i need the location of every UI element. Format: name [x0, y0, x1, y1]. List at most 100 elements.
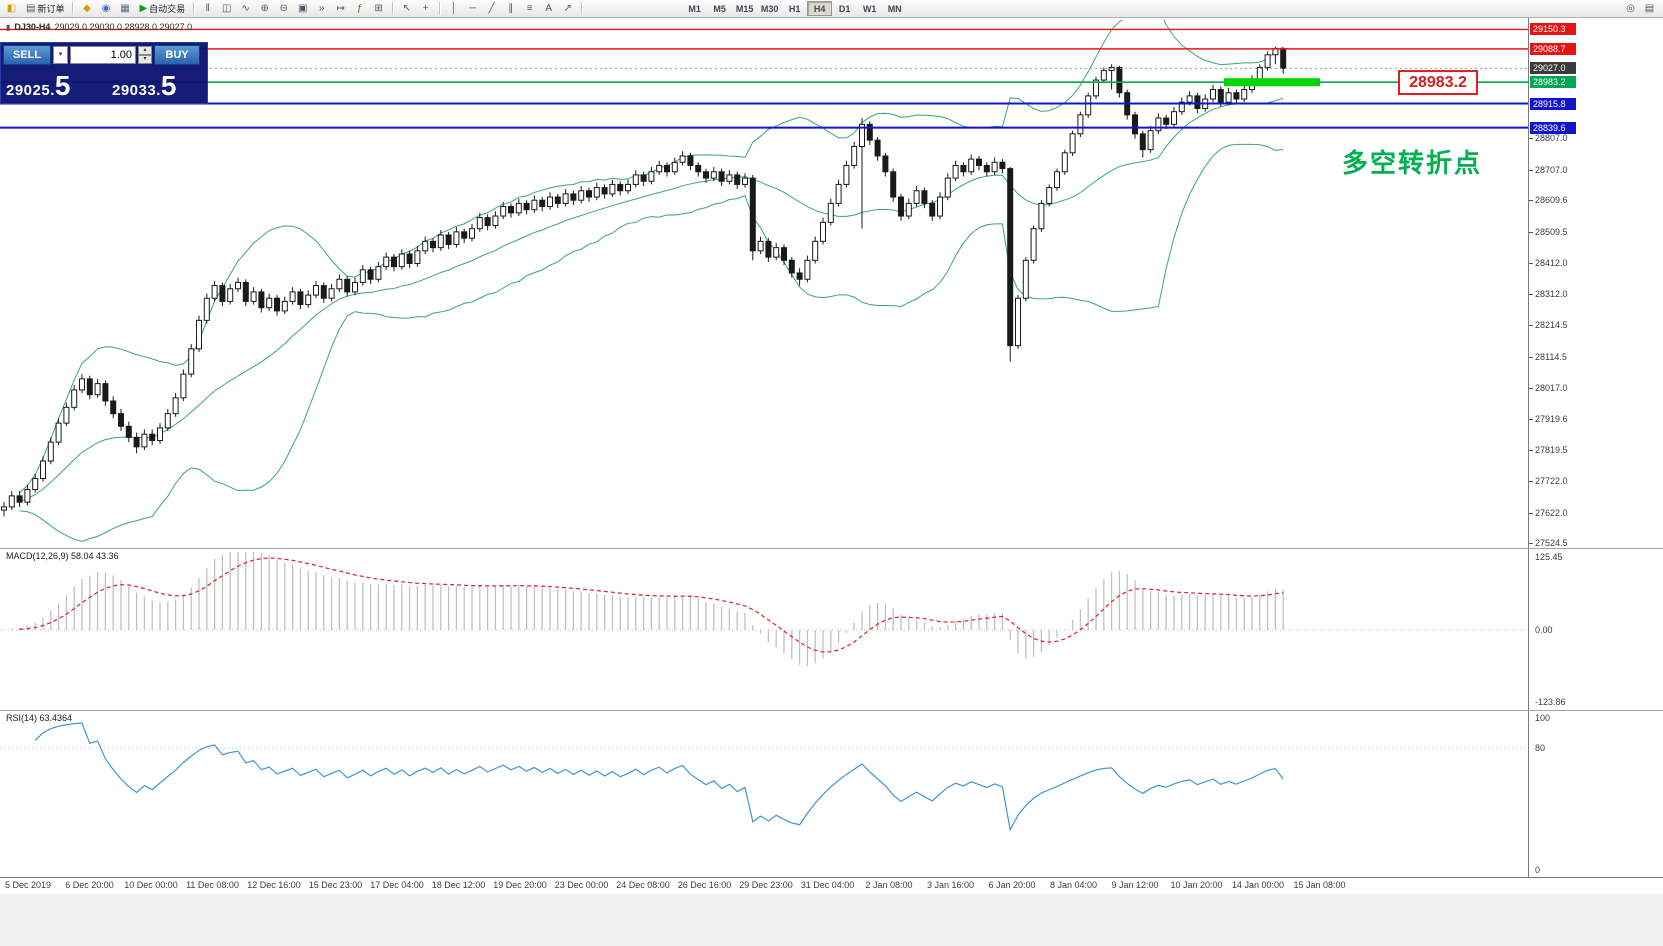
cursor-icon[interactable]: ↖ — [397, 1, 416, 17]
time-tick-label: 31 Dec 04:00 — [800, 880, 855, 890]
time-tick-label: 29 Dec 23:00 — [739, 880, 793, 890]
crosshair-icon: + — [422, 2, 429, 14]
highlight-bar-annotation[interactable] — [1224, 78, 1320, 87]
volume-up-icon[interactable]: ▴ — [138, 46, 152, 55]
fibonacci-icon[interactable]: ≡ — [520, 1, 539, 17]
sell-button[interactable]: SELL — [3, 45, 51, 65]
symbol-name: DJ30-H4 — [14, 22, 51, 32]
auto-scroll-icon[interactable]: » — [312, 1, 331, 17]
rsi-label: RSI(14) 63.4364 — [6, 713, 73, 723]
sell-price-big-digit: 5 — [54, 70, 71, 101]
price-tick-label: 27722.0 — [1535, 475, 1568, 486]
time-tick-label: 6 Dec 20:00 — [65, 880, 114, 890]
volume-input[interactable] — [70, 46, 136, 64]
buy-price-prefix: 29033. — [112, 82, 161, 99]
text-icon[interactable]: A — [539, 1, 558, 17]
buy-price: 29033. 5 — [112, 72, 176, 100]
time-tick-label: 14 Jan 00:00 — [1231, 880, 1285, 890]
horizontal-line-icon[interactable]: ─ — [463, 1, 482, 17]
time-tick-label: 11 Dec 08:00 — [186, 880, 239, 890]
market-watch-icon: ◆ — [83, 2, 91, 14]
time-tick-label: 26 Dec 16:00 — [677, 880, 732, 890]
price-level-label: 28915.8 — [1530, 97, 1576, 110]
timeframe-mn-button[interactable]: MN — [882, 1, 907, 16]
rsi-scale-label: 100 — [1535, 713, 1551, 723]
chart-shift-icon: ↦ — [336, 2, 345, 14]
chart-mini-icon: ▮ — [6, 22, 11, 32]
price-level-label: 29027.0 — [1530, 62, 1576, 75]
macd-layer — [0, 552, 1528, 666]
macd-scale-label: 125.45 — [1535, 551, 1563, 562]
time-tick-label: 10 Dec 00:00 — [124, 880, 178, 890]
panel-separator[interactable] — [0, 548, 1663, 549]
search-icon: ◎ — [1626, 3, 1635, 14]
auto-trading-button[interactable]: ▶ 自动交易 — [135, 1, 189, 17]
window-layout-icon[interactable]: ▤ — [1640, 1, 1659, 17]
buy-button[interactable]: BUY — [154, 45, 200, 65]
toolbar-separator — [193, 2, 195, 15]
indicators-icon[interactable]: ƒ — [350, 1, 369, 17]
price-level-label: 29088.7 — [1530, 42, 1576, 55]
timeframe-w1-button[interactable]: W1 — [857, 1, 882, 16]
data-window-icon[interactable]: ◉ — [96, 1, 115, 17]
price-tick-label: 28609.6 — [1535, 195, 1568, 206]
timeframe-h1-button[interactable]: H1 — [782, 1, 807, 16]
search-icon[interactable]: ◎ — [1621, 1, 1640, 17]
toolbar-separator — [392, 2, 394, 15]
new-order-button[interactable]: ▤ 新订单 — [22, 1, 68, 17]
grid-icon[interactable]: ⊞ — [369, 1, 388, 17]
price-level-label: 28983.2 — [1530, 76, 1576, 89]
price-tick-mark — [1529, 450, 1533, 452]
panel-separator[interactable] — [0, 710, 1663, 711]
bar-chart-icon[interactable]: ‖ — [198, 1, 217, 17]
time-tick-label: 6 Jan 20:00 — [988, 880, 1036, 890]
timeframe-h4-button[interactable]: H4 — [807, 1, 833, 16]
line-chart-icon[interactable]: ∿ — [236, 1, 255, 17]
zoom-out-icon[interactable]: ⊖ — [274, 1, 293, 17]
price-tick-label: 28214.5 — [1535, 320, 1568, 331]
chart-title: ▮ DJ30-H4 29029.0 29030.0 28928.0 29027.… — [6, 22, 192, 32]
app-icon[interactable]: ◧ — [2, 1, 21, 17]
time-tick-label: 8 Jan 04:00 — [1049, 880, 1098, 890]
cursor-icon: ↖ — [402, 2, 411, 14]
tile-windows-icon[interactable]: ▣ — [293, 1, 312, 17]
price-tick-mark — [1529, 356, 1533, 358]
zoom-in-icon[interactable]: ⊕ — [255, 1, 274, 17]
arrows-icon: ↗ — [563, 2, 572, 14]
volume-down-icon[interactable]: ▾ — [138, 55, 152, 64]
timeframe-m5-button[interactable]: M5 — [707, 1, 732, 16]
crosshair-icon[interactable]: + — [416, 1, 435, 17]
window-layout-icon: ▤ — [1644, 3, 1655, 14]
arrows-icon[interactable]: ↗ — [558, 1, 577, 17]
price-axis: 28807.0 28707.0 28609.6 28509.5 28412.0 28312… — [1528, 18, 1663, 878]
time-tick-label: 15 Jan 08:00 — [1293, 880, 1346, 890]
price-tag-annotation[interactable]: 28983.2 — [1398, 70, 1478, 95]
time-tick-label: 15 Dec 23:00 — [308, 880, 363, 890]
navigator-icon[interactable]: ▦ — [115, 1, 134, 17]
price-tick-label: 28114.5 — [1535, 351, 1567, 362]
price-tick-mark — [1529, 169, 1533, 171]
price-tick-mark — [1529, 480, 1533, 482]
timeframe-d1-button[interactable]: D1 — [832, 1, 857, 16]
market-watch-icon[interactable]: ◆ — [77, 1, 96, 17]
timeframe-m30-button[interactable]: M30 — [757, 1, 782, 16]
zoom-out-icon: ⊖ — [279, 2, 288, 14]
channel-icon[interactable]: ∥ — [501, 1, 520, 17]
bar-chart-icon: ‖ — [205, 2, 210, 14]
horizontal-line-icon: ─ — [469, 2, 477, 14]
vertical-line-icon[interactable]: │ — [444, 1, 463, 17]
price-tick-mark — [1529, 325, 1533, 327]
play-icon: ▶ — [139, 2, 148, 14]
zoom-in-icon: ⊕ — [260, 2, 269, 14]
trendline-icon[interactable]: ╱ — [482, 1, 501, 17]
price-level-label: 29150.3 — [1530, 23, 1576, 36]
candlestick-icon[interactable]: ◫ — [217, 1, 236, 17]
chart-shift-icon[interactable]: ↦ — [331, 1, 350, 17]
timeframe-m1-button[interactable]: M1 — [682, 1, 707, 16]
symbol-ohlc: 29029.0 29030.0 28928.0 29027.0 — [54, 22, 193, 32]
turning-point-annotation[interactable]: 多空转折点 — [1342, 149, 1483, 179]
time-tick-label: 5 Dec 2019 — [4, 880, 52, 890]
volume-preset-dropdown[interactable]: ▾ — [53, 46, 68, 64]
timeframe-m15-button[interactable]: M15 — [732, 1, 757, 16]
